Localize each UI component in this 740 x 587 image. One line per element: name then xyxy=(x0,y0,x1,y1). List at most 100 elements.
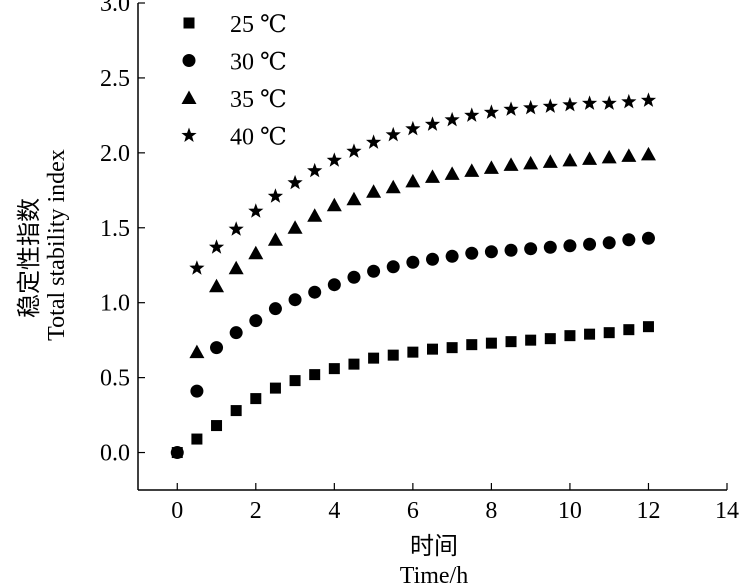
series-2 xyxy=(170,231,655,460)
data-point-circle xyxy=(484,245,498,259)
data-point-star xyxy=(365,134,382,149)
y-tick-label: 0.0 xyxy=(100,441,130,467)
data-point-triangle xyxy=(464,163,480,177)
data-point-circle xyxy=(445,249,459,263)
data-point-triangle xyxy=(582,151,598,165)
y-tick-label: 2.0 xyxy=(100,141,130,167)
data-point-triangle xyxy=(307,208,323,222)
data-point-circle xyxy=(249,314,263,328)
data-point-circle xyxy=(367,264,381,278)
data-point-star xyxy=(640,92,657,107)
axes xyxy=(137,3,727,491)
data-point-circle xyxy=(386,260,400,274)
data-point-triangle xyxy=(503,157,519,171)
data-point-star xyxy=(424,116,441,131)
data-point-triangle xyxy=(483,160,499,174)
data-point-square xyxy=(407,346,419,358)
series-4 xyxy=(189,92,657,275)
data-point-triangle xyxy=(542,154,558,168)
data-point-square xyxy=(446,342,458,354)
data-point-square xyxy=(269,382,281,394)
data-point-star xyxy=(208,239,225,254)
y-tick-label: 0.5 xyxy=(100,366,130,392)
data-point-circle xyxy=(641,231,655,245)
data-point-square xyxy=(289,375,301,387)
data-point-star xyxy=(248,203,264,218)
data-point-circle xyxy=(563,239,577,253)
x-tick-label: 8 xyxy=(485,498,497,524)
x-tick-label: 14 xyxy=(715,498,739,524)
data-point-square xyxy=(642,321,654,333)
legend: 25 ℃ 30 ℃ 35 ℃ 40 ℃ xyxy=(181,12,287,151)
data-point-triangle xyxy=(405,173,421,188)
data-point-triangle xyxy=(326,197,342,212)
data-point-square xyxy=(466,339,478,351)
data-point-triangle xyxy=(267,232,283,246)
data-point-square xyxy=(250,393,262,405)
legend-item: 40 ℃ xyxy=(181,125,287,151)
data-point-star xyxy=(562,96,578,112)
y-tick-label: 3.0 xyxy=(100,0,130,17)
x-tick-label: 12 xyxy=(636,498,660,524)
data-point-star xyxy=(326,152,342,167)
data-point-circle xyxy=(308,285,322,299)
data-point-square xyxy=(564,330,576,342)
data-point-star xyxy=(523,99,539,115)
data-point-square xyxy=(623,324,635,336)
data-point-triangle xyxy=(523,155,539,170)
data-point-square xyxy=(230,405,242,417)
data-point-circle xyxy=(347,270,361,284)
data-point-circle xyxy=(327,278,341,292)
data-point-triangle xyxy=(287,220,303,234)
legend-label: 40 ℃ xyxy=(230,125,287,151)
data-point-circle xyxy=(622,233,636,247)
legend-marker-square xyxy=(183,17,195,29)
data-point-star xyxy=(542,98,558,113)
data-point-circle xyxy=(524,242,538,256)
data-point-square xyxy=(544,333,556,345)
data-point-circle xyxy=(170,446,184,460)
data-point-triangle xyxy=(346,191,362,206)
data-point-square xyxy=(309,369,321,381)
data-point-square xyxy=(525,334,537,346)
data-point-star xyxy=(581,95,598,110)
data-point-triangle xyxy=(248,245,264,260)
data-point-triangle xyxy=(366,184,382,198)
data-point-circle xyxy=(543,240,557,254)
y-tick-label: 2.5 xyxy=(100,66,130,92)
data-point-circle xyxy=(406,255,420,269)
x-tick-label: 10 xyxy=(558,498,582,524)
series-3 xyxy=(189,146,656,359)
data-point-square xyxy=(505,336,517,348)
data-point-triangle xyxy=(562,152,578,167)
data-point-star xyxy=(385,126,401,142)
legend-label: 25 ℃ xyxy=(230,12,287,38)
data-point-triangle xyxy=(189,344,205,359)
legend-label: 35 ℃ xyxy=(230,87,287,113)
legend-marker-star xyxy=(181,127,197,142)
data-point-circle xyxy=(426,252,439,266)
data-point-triangle xyxy=(228,260,244,275)
data-point-square xyxy=(584,328,596,340)
data-point-circle xyxy=(229,326,243,340)
y-axis-title: 稳定性指数 xyxy=(16,198,43,318)
data-point-star xyxy=(405,120,421,136)
legend-item: 35 ℃ xyxy=(181,87,287,113)
data-point-circle xyxy=(602,236,616,250)
data-point-triangle xyxy=(209,278,225,293)
y-axis-title-en: Total stability index xyxy=(44,149,70,341)
data-point-circle xyxy=(190,384,204,398)
data-point-star xyxy=(287,174,303,190)
data-point-square xyxy=(211,420,223,432)
data-point-star xyxy=(307,162,323,178)
ticks: 0 2 4 6 8 10 12 14 0.0 0.5 1.0 1.5 2.0 2.5 3.0 xyxy=(100,0,739,524)
data-point-circle xyxy=(504,243,518,257)
data-point-square xyxy=(387,349,399,361)
legend-item: 30 ℃ xyxy=(182,50,287,76)
data-point-circle xyxy=(465,246,479,260)
data-point-triangle xyxy=(621,148,637,162)
data-point-triangle xyxy=(601,149,617,164)
data-point-triangle xyxy=(385,179,401,194)
y-tick-label: 1.0 xyxy=(100,291,130,317)
